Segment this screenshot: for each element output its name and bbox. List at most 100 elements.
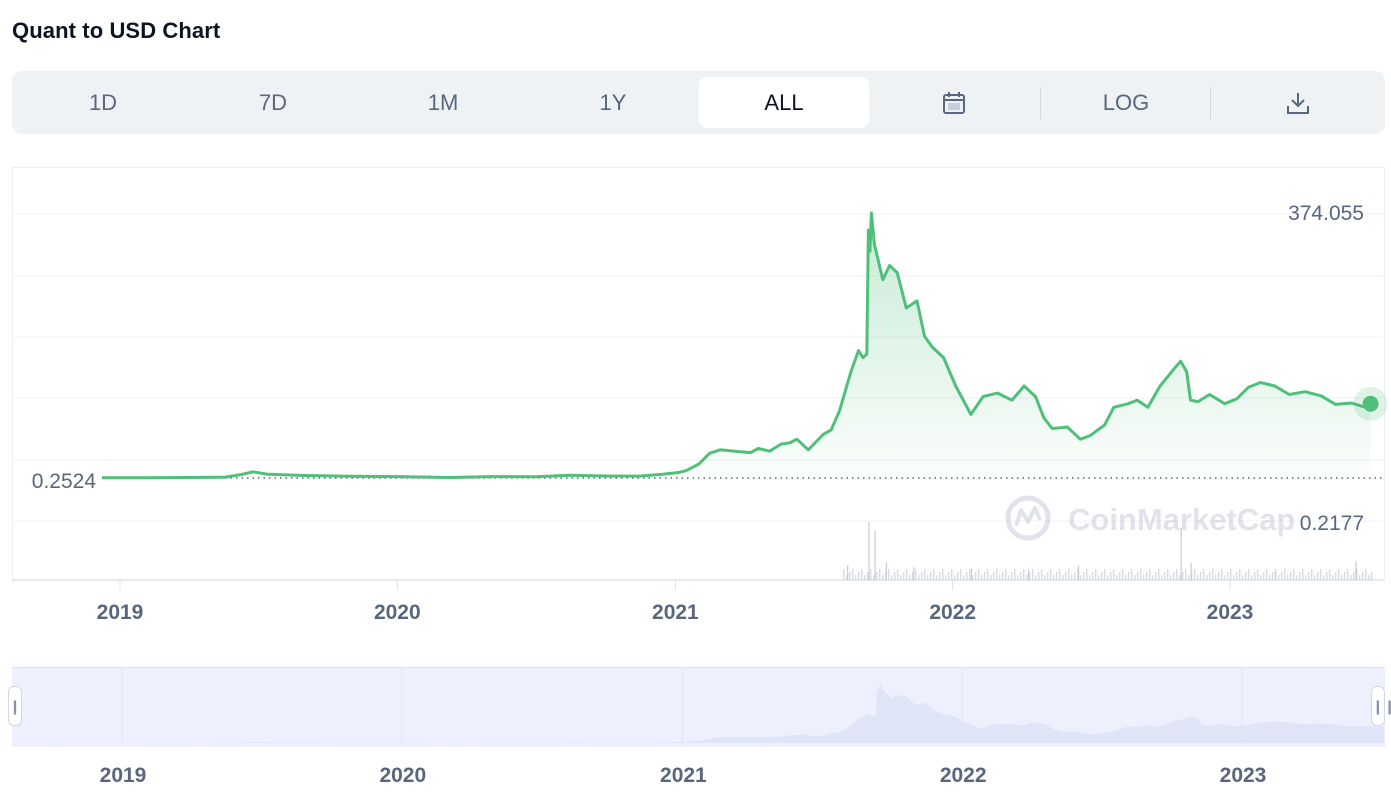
volume-bar <box>1212 569 1214 580</box>
volume-bar <box>1191 572 1193 580</box>
volume-bar <box>945 575 947 580</box>
volume-bar <box>1056 572 1058 580</box>
volume-bar <box>1224 575 1226 580</box>
volume-bar <box>957 572 959 580</box>
resize-handle-right[interactable]: ❙❙ <box>1371 686 1391 726</box>
volume-bar <box>847 565 849 580</box>
volume-bar <box>1068 569 1070 580</box>
volume-bar <box>885 562 887 580</box>
volume-bar <box>858 572 860 580</box>
volume-bar <box>1005 569 1007 580</box>
volume-bar <box>960 569 962 580</box>
volume-bar <box>864 575 866 580</box>
volume-bar <box>894 572 896 580</box>
volume-bar <box>1143 575 1145 580</box>
volume-bar <box>1104 569 1106 580</box>
resize-handle-left[interactable]: ❙ <box>8 686 22 726</box>
volume-bar <box>1209 572 1211 580</box>
volume-bar <box>1116 575 1118 580</box>
volume-bar <box>1107 575 1109 580</box>
volume-bar <box>1047 572 1049 580</box>
tab-7d[interactable]: 7D <box>258 90 288 115</box>
volume-bar <box>1113 569 1115 580</box>
volume-bar <box>903 572 905 580</box>
volume-bar <box>876 572 878 580</box>
navigator[interactable] <box>12 667 1385 747</box>
log-scale-button[interactable]: LOG <box>1102 90 1150 115</box>
volume-bar <box>1332 575 1334 580</box>
tab-1d[interactable]: 1D <box>88 90 118 115</box>
x-tick-label: 2023 <box>1207 601 1254 624</box>
volume-bar <box>1182 572 1184 580</box>
volume-bar <box>1293 569 1295 580</box>
range-toolbar: 1D 7D 1M 1Y ALL LOG <box>12 71 1385 134</box>
volume-bar <box>1245 572 1247 580</box>
price-line <box>18 211 1372 480</box>
chart-frame <box>12 167 1385 581</box>
volume-bar <box>1014 569 1016 580</box>
volume-bar <box>1035 575 1037 580</box>
volume-bar <box>870 569 872 580</box>
watermark-text: CoinMarketCap <box>1068 502 1295 537</box>
volume-bar <box>1275 569 1277 580</box>
tab-1m[interactable]: 1M <box>427 90 459 115</box>
volume-bar <box>1062 575 1064 580</box>
volume-bar <box>1017 575 1019 580</box>
volume-bar <box>1320 569 1322 580</box>
volume-bar <box>1284 569 1286 580</box>
volume-bar <box>993 572 995 580</box>
volume-bar <box>927 575 929 580</box>
tab-all[interactable]: ALL <box>699 77 869 128</box>
volume-bar <box>1074 572 1076 580</box>
volume-bar <box>975 572 977 580</box>
volume-bar <box>915 569 917 580</box>
y-min-label: 0.2177 <box>1300 512 1364 535</box>
y-max-label: 374.055 <box>1288 202 1364 225</box>
volume-bar <box>867 572 869 580</box>
date-range-button[interactable] <box>869 77 1039 128</box>
volume-bar <box>885 572 887 580</box>
volume-bar <box>948 572 950 580</box>
volume-bar <box>868 522 870 580</box>
volume-bar <box>913 567 915 580</box>
volume-bar <box>1190 562 1192 580</box>
volume-bar <box>1164 572 1166 580</box>
volume-bar <box>1065 572 1067 580</box>
calendar-icon <box>943 91 965 114</box>
volume-bar <box>909 575 911 580</box>
volume-bar <box>843 569 845 580</box>
volume-bar <box>1311 569 1313 580</box>
volume-bar <box>1269 575 1271 580</box>
volume-bar <box>1263 572 1265 580</box>
volume-bar <box>912 572 914 580</box>
volume-bar <box>990 575 992 580</box>
volume-bar <box>1032 569 1034 580</box>
volume-bar <box>942 569 944 580</box>
download-button[interactable] <box>1211 77 1385 128</box>
volume-bar <box>861 569 863 580</box>
volume-bar <box>1215 575 1217 580</box>
volume-bar <box>1086 569 1088 580</box>
start-label-bg <box>14 466 102 494</box>
volume-bar <box>1122 569 1124 580</box>
volume-bar <box>906 569 908 580</box>
volume-bar <box>1260 575 1262 580</box>
navigator-tick-label: 2021 <box>660 764 707 787</box>
download-icon <box>1287 92 1309 114</box>
volume-bar <box>1077 569 1079 580</box>
volume-bar <box>936 575 938 580</box>
volume-bar <box>1248 569 1250 580</box>
volume-bar <box>1242 575 1244 580</box>
x-tick-label: 2022 <box>929 601 976 624</box>
tab-1y[interactable]: 1Y <box>599 90 627 115</box>
volume-bar <box>1011 572 1013 580</box>
volume-bar <box>1194 569 1196 580</box>
volume-bar <box>1233 575 1235 580</box>
volume-bar <box>891 575 893 580</box>
volume-bar <box>882 575 884 580</box>
navigator-tick-label: 2019 <box>100 764 147 787</box>
volume-bar <box>1167 569 1169 580</box>
volume-bar <box>1131 569 1133 580</box>
last-price-marker[interactable] <box>1362 395 1379 412</box>
